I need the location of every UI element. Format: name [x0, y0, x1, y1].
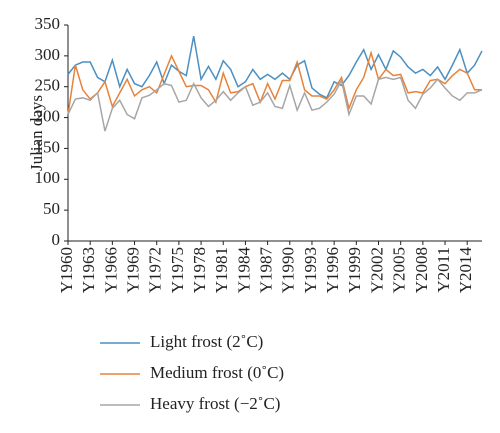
x-tick-label: Y2002 [367, 247, 386, 293]
x-tick-label: Y1990 [279, 247, 298, 293]
y-tick-label: 150 [35, 137, 61, 156]
x-tick-label: Y1963 [79, 247, 98, 293]
x-tick-label: Y1999 [345, 247, 364, 293]
y-tick-label: 300 [35, 45, 61, 64]
x-tick-label: Y1960 [57, 247, 76, 293]
y-tick-label: 0 [52, 230, 61, 249]
x-tick-label: Y1987 [257, 247, 276, 294]
x-tick-label: Y1972 [146, 247, 165, 293]
y-tick-label: 200 [35, 106, 61, 125]
x-tick-label: Y1981 [212, 247, 231, 293]
x-tick-label: Y1984 [234, 247, 253, 294]
series-line [67, 76, 483, 132]
x-tick-label: Y1975 [168, 247, 187, 293]
x-tick-label: Y2011 [434, 247, 453, 293]
y-axis-label: Julian days [27, 95, 46, 171]
y-tick-label: 50 [43, 199, 60, 218]
x-tick-label: Y1993 [301, 247, 320, 293]
y-tick-label: 250 [35, 76, 61, 95]
legend-label: Heavy frost (−2˚C) [150, 394, 280, 413]
y-tick-label: 350 [35, 14, 61, 33]
series-line [67, 50, 482, 115]
y-tick-label: 100 [35, 168, 61, 187]
x-tick-label: Y1966 [101, 247, 120, 293]
x-tick-label: Y1978 [190, 247, 209, 293]
legend-label: Medium frost (0˚C) [150, 363, 284, 382]
x-tick-label: Y1996 [323, 247, 342, 293]
x-tick-label: Y1969 [123, 247, 142, 293]
x-tick-label: Y2008 [412, 247, 431, 293]
series-line [67, 35, 483, 99]
x-tick-label: Y2005 [390, 247, 409, 293]
x-tick-label: Y2014 [456, 247, 475, 294]
legend-label: Light frost (2˚C) [150, 332, 263, 351]
